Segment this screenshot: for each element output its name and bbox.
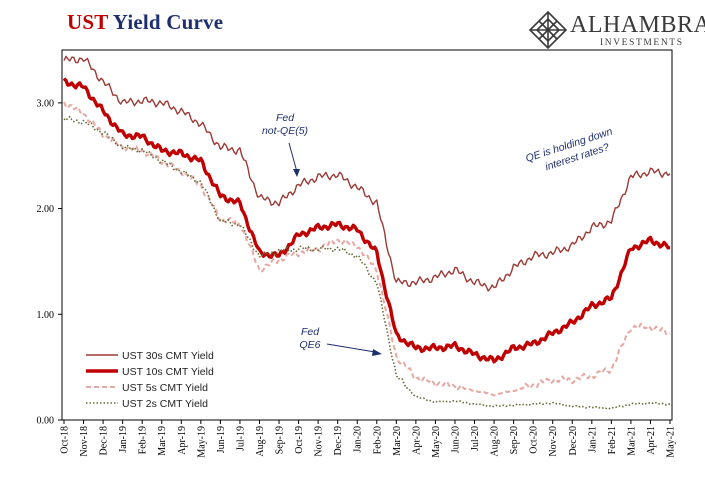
annotation-fed-not-qe-line1: Fed <box>276 112 295 124</box>
x-tick-label: Jun-19 <box>216 426 227 453</box>
x-tick-label: Jun-20 <box>450 426 461 453</box>
logo-diamond-icon <box>528 10 568 50</box>
x-tick-label: Jul-20 <box>470 426 481 451</box>
x-tick-label: Aug-19 <box>255 426 266 457</box>
x-tick-label: Mar-21 <box>626 426 637 456</box>
x-tick-label: Oct-20 <box>529 426 540 454</box>
x-tick-label: Apr-21 <box>646 426 657 455</box>
legend-item-2s: UST 2s CMT Yield <box>86 398 208 410</box>
annotation-arrow <box>326 343 376 353</box>
legend-label-30s: UST 30s CMT Yield <box>122 350 214 362</box>
chart-lines <box>62 55 671 410</box>
x-tick-label: Feb-20 <box>372 426 383 454</box>
series-line-30s <box>63 55 671 292</box>
legend-label-10s: UST 10s CMT Yield <box>122 366 214 378</box>
annotation-fed-qe6-line1: Fed <box>301 326 320 338</box>
legend-label-2s: UST 2s CMT Yield <box>122 398 208 410</box>
x-tick-label: Nov-19 <box>314 426 325 457</box>
legend-item-10s: UST 10s CMT Yield <box>86 366 214 378</box>
x-tick-label: Dec-19 <box>333 426 344 455</box>
arrow-head-icon <box>372 349 382 356</box>
legend-item-5s: UST 5s CMT Yield <box>86 382 208 394</box>
x-tick-label: Jul-19 <box>235 426 246 451</box>
y-tick-label: 3.00 <box>37 98 55 109</box>
annotation-fed-qe6: Fed QE6 <box>299 326 382 356</box>
x-tick-label: Jan-20 <box>353 426 364 453</box>
x-tick-label: May-20 <box>431 426 442 458</box>
y-tick-label: 2.00 <box>37 204 55 215</box>
logo-subtitle: INVESTMENTS <box>600 38 684 48</box>
x-tick-label: Nov-20 <box>548 426 559 457</box>
annotation-qe-holding: QE is holding down interest rates? <box>524 125 614 173</box>
y-tick-label: 0.00 <box>37 416 55 427</box>
legend-item-30s: UST 30s CMT Yield <box>86 350 214 362</box>
x-tick-label: Sep-19 <box>275 426 286 454</box>
x-tick-label: Apr-20 <box>411 426 422 455</box>
x-tick-label: Mar-19 <box>157 426 168 456</box>
x-tick-label: Jan-19 <box>118 426 129 453</box>
x-tick-label: May-21 <box>666 426 677 458</box>
x-tick-label: May-19 <box>196 426 207 458</box>
y-tick-label: 1.00 <box>37 310 55 321</box>
chart-legend: UST 30s CMT Yield UST 10s CMT Yield UST … <box>86 350 214 410</box>
annotation-fed-not-qe-line2: not-QE(5) <box>262 125 308 137</box>
x-tick-label: Oct-18 <box>60 426 71 454</box>
series-line-2s <box>63 115 671 410</box>
x-tick-label: Dec-20 <box>568 426 579 455</box>
plot-frame <box>61 49 673 421</box>
x-tick-label: Sep-20 <box>509 426 520 454</box>
annotation-arrow <box>288 142 298 173</box>
x-tick-label: Aug-20 <box>490 426 501 457</box>
x-tick-label: Jan-21 <box>587 426 598 453</box>
logo-name: ALHAMBRA <box>570 12 705 38</box>
annotation-fed-qe6-line2: QE6 <box>299 339 320 351</box>
x-tick-label: Feb-19 <box>138 426 149 454</box>
x-tick-label: Oct-19 <box>294 426 305 454</box>
x-tick-label: Mar-20 <box>392 426 403 456</box>
x-tick-label: Feb-21 <box>607 426 618 454</box>
legend-label-5s: UST 5s CMT Yield <box>122 382 208 394</box>
x-tick-label: Nov-18 <box>79 426 90 457</box>
title-rest: Yield Curve <box>108 10 224 34</box>
x-tick-label: Apr-19 <box>177 426 188 455</box>
x-tick-label: Dec-18 <box>99 426 110 455</box>
chart-title: UST Yield Curve <box>67 10 223 35</box>
chart-axes: 0.00 1.00 2.00 3.00 Oct-18 Nov-18 Dec-18 Jan-19… <box>37 49 677 458</box>
annotation-fed-not-qe: Fed not-QE(5) <box>262 112 308 177</box>
alhambra-logo: ALHAMBRA INVESTMENTS <box>528 8 705 54</box>
series-line-10s <box>62 77 671 364</box>
series-line-5s <box>63 101 671 397</box>
title-ust: UST <box>67 10 109 34</box>
arrow-head-icon <box>293 169 300 177</box>
